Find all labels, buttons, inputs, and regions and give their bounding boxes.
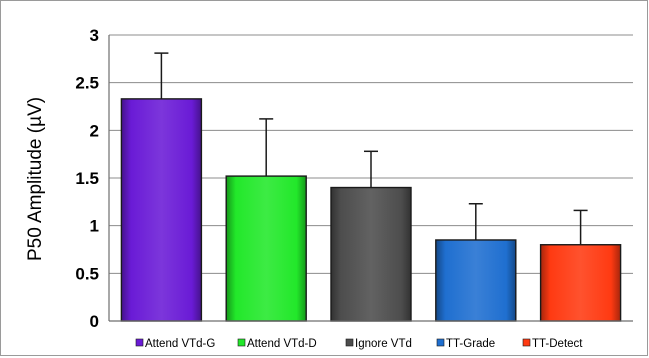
legend-swatch	[522, 338, 531, 347]
y-tick-label: 3	[90, 26, 99, 45]
bar	[435, 239, 517, 322]
legend-swatch	[237, 338, 246, 347]
y-tick-label: 2	[90, 121, 99, 140]
y-tick-label: 1.5	[75, 169, 99, 188]
y-tick-labels: 0 0.5 1 1.5 2 2.5 3	[75, 26, 99, 331]
legend-label: Attend VTd-D	[247, 338, 317, 350]
legend-label: TT-Grade	[446, 338, 495, 350]
legend-label: Ignore VTd	[355, 338, 412, 350]
bar	[120, 98, 203, 322]
axes	[108, 35, 633, 322]
y-tick-label: 2.5	[75, 74, 99, 93]
y-tick-label: 0	[90, 312, 99, 331]
y-axis-title: P50 Amplitude (µV)	[25, 97, 46, 261]
bar	[225, 175, 307, 322]
error-bars	[154, 52, 588, 245]
y-tick-label: 0.5	[75, 264, 99, 283]
legend-swatch	[135, 338, 144, 347]
legend-swatch	[436, 338, 445, 347]
bars	[120, 98, 622, 322]
bar	[330, 186, 412, 322]
legend: Attend VTd-G Attend VTd-D Ignore VTd TT-Gra…	[135, 338, 583, 350]
bar	[539, 244, 622, 322]
legend-label: Attend VTd-G	[145, 338, 215, 350]
y-tick-label: 1	[90, 217, 99, 236]
legend-swatch	[345, 338, 354, 347]
legend-label: TT-Detect	[532, 338, 583, 350]
